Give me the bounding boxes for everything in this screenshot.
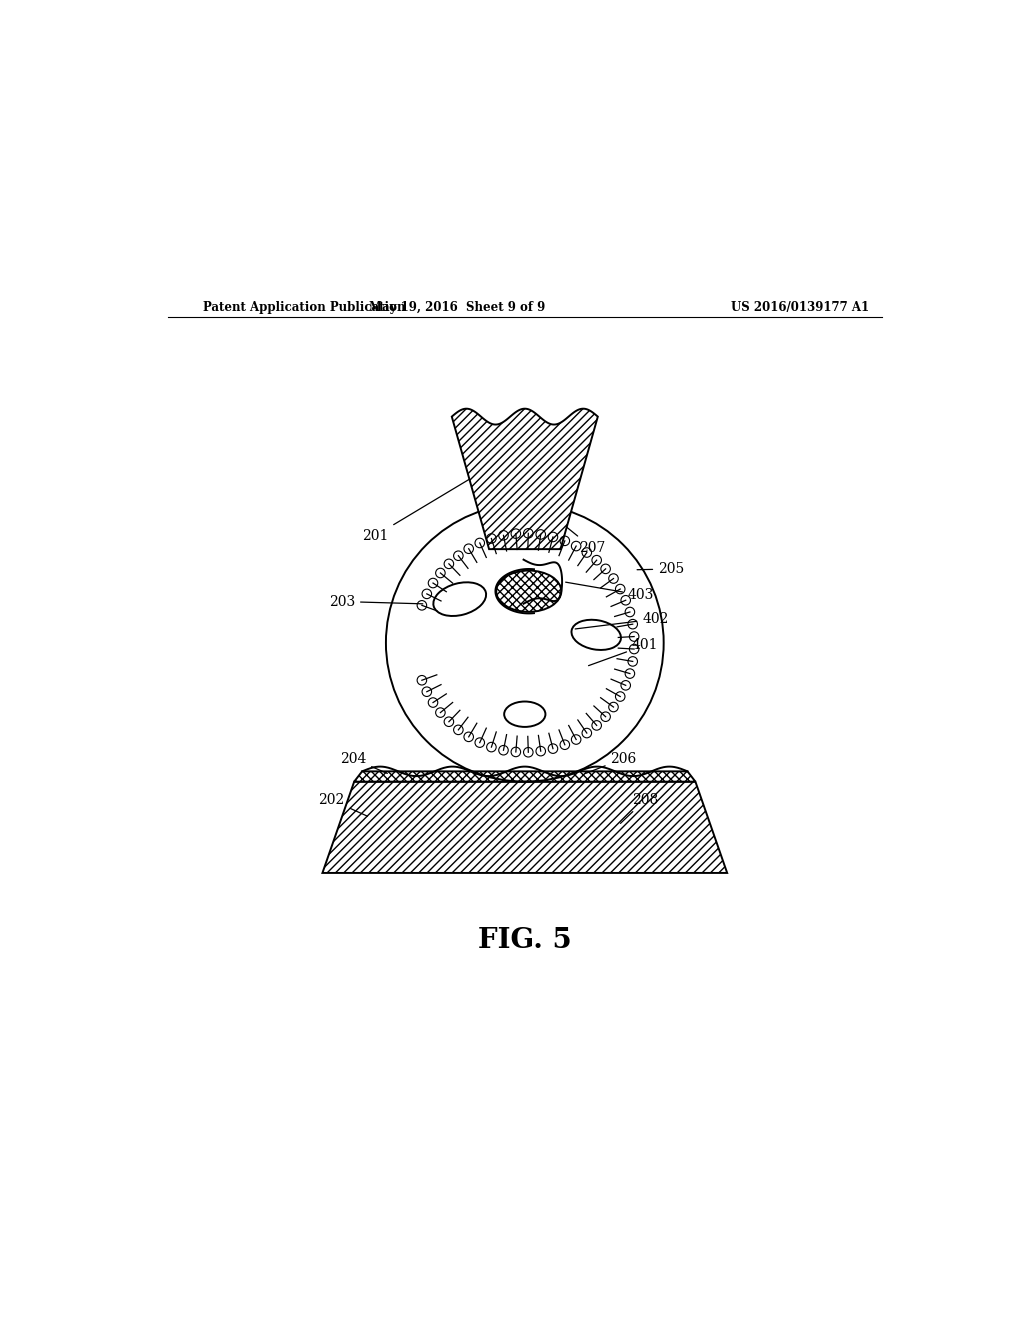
- Text: 206: 206: [586, 751, 637, 774]
- Text: May 19, 2016  Sheet 9 of 9: May 19, 2016 Sheet 9 of 9: [370, 301, 546, 314]
- Text: US 2016/0139177 A1: US 2016/0139177 A1: [731, 301, 869, 314]
- Text: 202: 202: [318, 793, 368, 816]
- Text: 207: 207: [559, 520, 605, 554]
- Text: 208: 208: [621, 793, 658, 824]
- Polygon shape: [323, 781, 727, 873]
- Text: 402: 402: [575, 612, 669, 628]
- Ellipse shape: [497, 570, 561, 612]
- Text: 401: 401: [589, 638, 658, 665]
- Text: 204: 204: [340, 751, 387, 774]
- Text: 203: 203: [329, 594, 423, 609]
- Text: 205: 205: [637, 562, 684, 576]
- Text: FIG. 5: FIG. 5: [478, 927, 571, 954]
- Text: Patent Application Publication: Patent Application Publication: [204, 301, 406, 314]
- Text: 403: 403: [565, 582, 654, 602]
- Polygon shape: [452, 409, 598, 549]
- Text: 201: 201: [362, 477, 475, 543]
- Polygon shape: [354, 771, 695, 781]
